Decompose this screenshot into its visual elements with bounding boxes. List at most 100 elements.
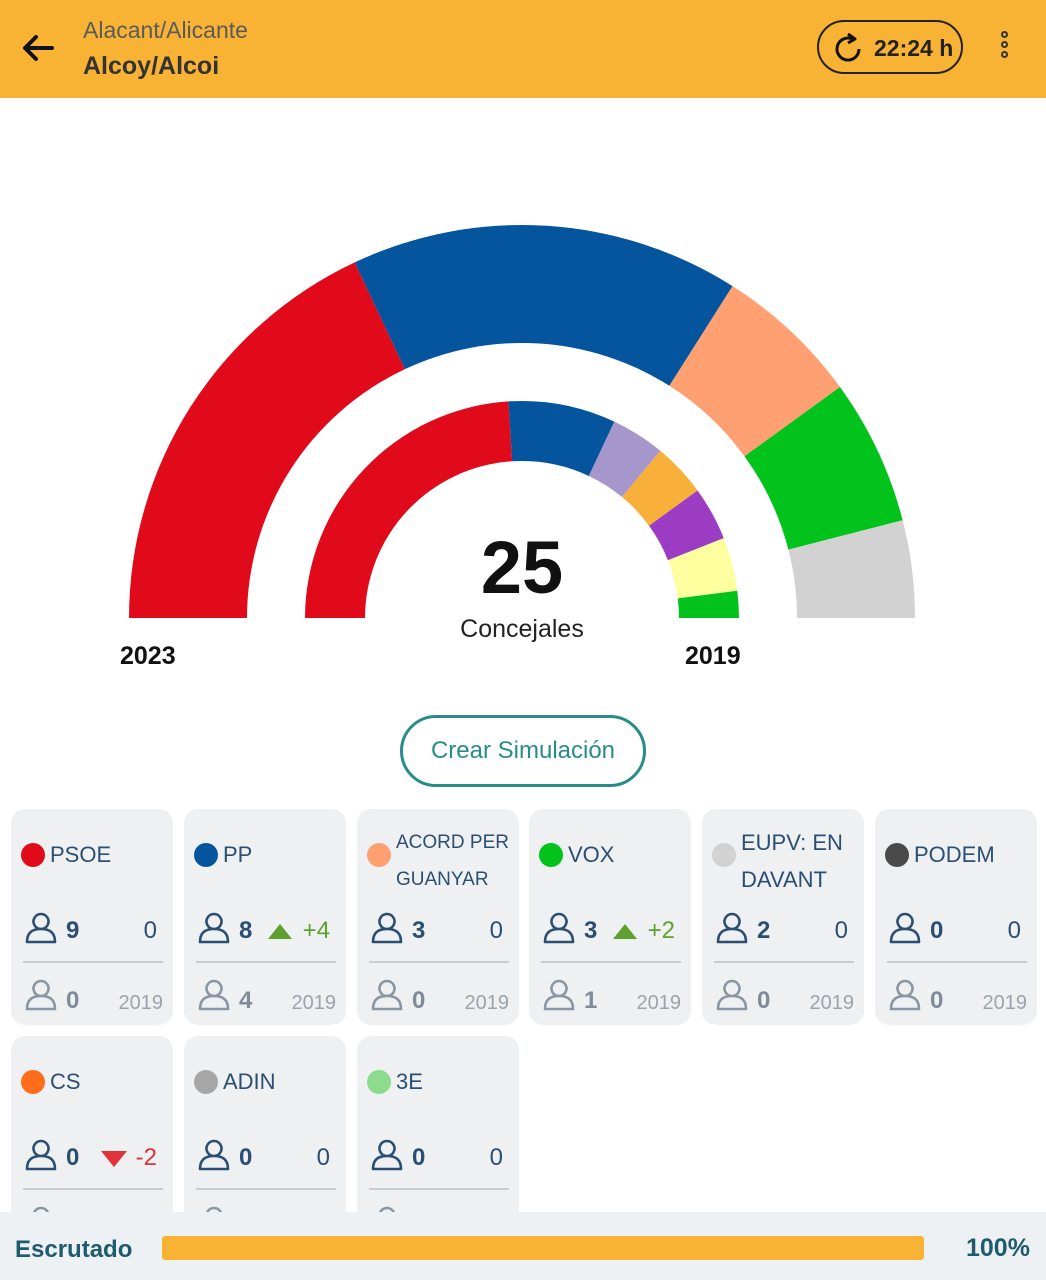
party-color-dot — [367, 843, 391, 867]
refresh-button[interactable]: 22:24 h — [817, 20, 963, 74]
person-icon — [543, 979, 575, 1011]
previous-year: 2019 — [636, 992, 682, 1014]
seat-change: +4 — [302, 917, 330, 944]
create-simulation-button[interactable]: Crear Simulación — [400, 715, 646, 787]
inner-ring-segment-pp — [508, 400, 615, 476]
previous-seats: 4 — [239, 987, 253, 1014]
inner-ring-segment-cs — [622, 450, 698, 526]
party-seats: 3 — [412, 917, 426, 944]
outer-ring-year-label: 2023 — [120, 642, 176, 670]
party-name: 3E — [396, 1069, 423, 1094]
party-name: ADIN — [223, 1069, 276, 1094]
divider — [369, 961, 509, 963]
party-card[interactable]: CS0-222019 — [11, 1036, 173, 1212]
party-name: ACORD PER GUANYAR — [396, 832, 509, 890]
party-color-dot — [21, 1070, 45, 1094]
divider — [714, 961, 854, 963]
seat-change: +2 — [647, 917, 675, 944]
trend-up-icon — [613, 924, 637, 939]
previous-year: 2019 — [464, 992, 510, 1014]
party-seats: 2 — [757, 917, 771, 944]
seats-label: Concejales — [460, 615, 584, 643]
more-options-icon[interactable] — [990, 28, 1018, 68]
inner-ring-year-label: 2019 — [685, 642, 741, 670]
party-card[interactable]: 3E0002019 — [357, 1036, 519, 1212]
party-seats: 8 — [239, 917, 253, 944]
previous-year: 2019 — [118, 992, 164, 1014]
previous-year: 2019 — [809, 992, 855, 1014]
outer-ring-segment-acord-per-guanyar — [669, 286, 840, 457]
person-icon — [25, 979, 57, 1011]
party-seats: 3 — [584, 917, 598, 944]
party-seats: 0 — [239, 1144, 253, 1171]
inner-ring-segment-psoe — [305, 401, 513, 618]
total-seats: 25 — [480, 526, 564, 609]
previous-year: 2019 — [982, 992, 1028, 1014]
count-progress-bar: Escrutado 100% — [0, 1212, 1046, 1280]
previous-seats: 0 — [412, 987, 426, 1014]
outer-ring-segment-psoe — [129, 262, 405, 618]
person-icon — [371, 1139, 403, 1171]
party-name: VOX — [568, 842, 615, 867]
party-seats: 0 — [930, 917, 944, 944]
divider — [23, 961, 163, 963]
party-card[interactable]: PSOE 9 0 0 2019 — [11, 809, 173, 1025]
party-color-dot — [367, 1070, 391, 1094]
outer-ring-segment-pp — [354, 225, 733, 386]
party-color-dot — [21, 843, 45, 867]
seat-change: 0 — [143, 917, 157, 944]
person-icon — [32, 1206, 50, 1212]
party-card[interactable]: EUPV: EN DAVANT 2 0 0 2019 — [702, 809, 864, 1025]
party-name: EUPV: EN DAVANT — [741, 830, 843, 892]
person-icon — [25, 1139, 57, 1171]
party-seats: 0 — [66, 1144, 80, 1171]
seat-change: -2 — [135, 1144, 157, 1171]
person-icon — [25, 912, 57, 944]
person-icon — [371, 979, 403, 1011]
seats-hemicycle-chart — [129, 225, 915, 618]
party-card[interactable]: VOX 3 +2 1 2019 — [529, 809, 691, 1025]
person-icon — [716, 912, 748, 944]
person-icon — [716, 979, 748, 1011]
party-card[interactable]: ACORD PER GUANYAR 3 0 0 2019 — [357, 809, 519, 1025]
previous-seats: 1 — [584, 987, 598, 1014]
progress-label: Escrutado — [15, 1236, 133, 1263]
progress-percent: 100% — [966, 1234, 1030, 1262]
previous-year: 2019 — [291, 992, 337, 1014]
party-color-dot — [194, 843, 218, 867]
previous-seats: 0 — [930, 987, 944, 1014]
municipality-name: Alcoy/Alcoi — [83, 52, 220, 80]
person-icon — [889, 979, 921, 1011]
divider — [196, 961, 336, 963]
person-icon — [889, 912, 921, 944]
person-icon — [378, 1206, 396, 1212]
divider — [541, 961, 681, 963]
refresh-icon — [835, 32, 861, 62]
party-color-dot — [885, 843, 909, 867]
divider — [887, 961, 1027, 963]
outer-ring-segment-vox — [744, 387, 903, 550]
party-seats: 0 — [412, 1144, 426, 1171]
divider — [23, 1188, 163, 1190]
back-arrow-icon[interactable] — [16, 26, 60, 70]
previous-seats: 0 — [66, 987, 80, 1014]
party-name: PODEM — [914, 842, 995, 867]
party-card[interactable]: ADIN0002019 — [184, 1036, 346, 1212]
party-name: PP — [223, 842, 253, 867]
person-icon — [198, 912, 230, 944]
person-icon — [371, 912, 403, 944]
trend-up-icon — [268, 924, 292, 939]
party-color-dot — [712, 843, 736, 867]
divider — [196, 1188, 336, 1190]
inner-ring-segment-vox — [677, 590, 739, 618]
seat-change: 0 — [834, 917, 848, 944]
party-name: PSOE — [50, 842, 112, 867]
party-color-dot — [539, 843, 563, 867]
party-card[interactable]: PP 8 +4 4 2019 — [184, 809, 346, 1025]
inner-ring-segment-other-b — [649, 490, 724, 561]
party-color-dot — [194, 1070, 218, 1094]
person-icon — [198, 979, 230, 1011]
seat-change: 0 — [489, 1144, 503, 1171]
person-icon — [543, 912, 575, 944]
party-card[interactable]: PODEM 0 0 0 2019 — [875, 809, 1037, 1025]
